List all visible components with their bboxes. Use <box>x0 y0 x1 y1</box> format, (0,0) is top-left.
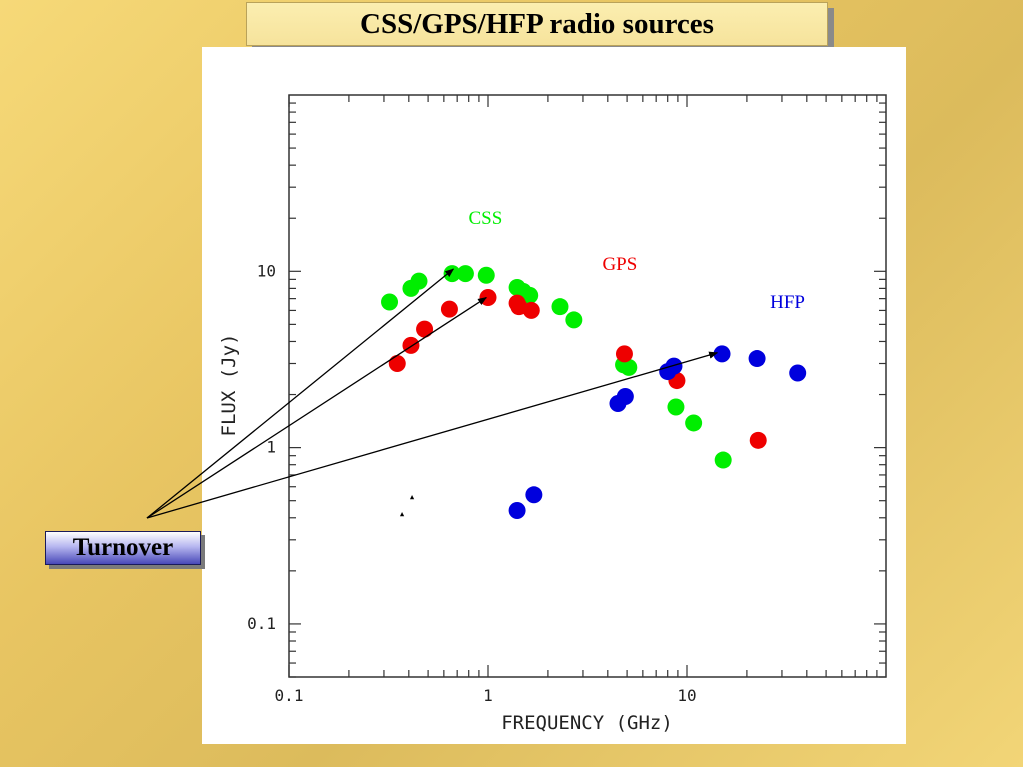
svg-text:▴: ▴ <box>399 507 406 520</box>
series-annotations: CSS GPS HFP <box>468 208 804 313</box>
x-tick-label: 1 <box>483 686 493 705</box>
turnover-arrow <box>146 296 488 519</box>
data-point-css <box>551 298 569 316</box>
data-point-css <box>620 358 638 376</box>
turnover-arrow <box>146 351 719 519</box>
data-point-css <box>477 266 495 284</box>
data-point-hfp <box>713 345 731 363</box>
data-point-gps <box>479 289 497 307</box>
data-point-gps <box>402 336 420 354</box>
turnover-arrows <box>146 268 719 519</box>
data-point-css <box>714 451 732 469</box>
data-point-hfp <box>616 387 634 405</box>
x-axis-label: FREQUENCY (GHz) <box>501 712 673 734</box>
plot-frame <box>288 94 887 678</box>
data-point-hfp <box>665 357 683 375</box>
x-tick-label: 10 <box>677 686 696 705</box>
y-axis-label: FLUX (Jy) <box>218 334 240 437</box>
axes <box>288 94 887 678</box>
data-point-gps <box>749 431 767 449</box>
data-points <box>381 265 807 519</box>
data-point-css <box>521 286 539 304</box>
small-triangle-markers: ▴ ▴ <box>399 490 416 520</box>
y-tick-label: 10 <box>257 261 276 280</box>
data-point-css <box>685 414 703 432</box>
turnover-label: Turnover <box>72 534 174 561</box>
x-tick-label: 0.1 <box>275 686 304 705</box>
data-point-css <box>667 398 685 416</box>
slide-title-box: CSS/GPS/HFP radio sources <box>246 2 828 46</box>
annotation-gps: GPS <box>602 254 637 275</box>
data-point-css <box>381 293 399 311</box>
turnover-callout: Turnover <box>45 531 201 565</box>
data-point-gps <box>416 320 434 338</box>
data-point-css <box>565 311 583 329</box>
annotation-css: CSS <box>468 208 502 229</box>
y-tick-label: 0.1 <box>247 614 276 633</box>
data-point-css <box>410 272 428 290</box>
data-point-css <box>456 265 474 283</box>
data-point-gps <box>440 300 458 318</box>
data-point-hfp <box>508 501 526 519</box>
slide-title: CSS/GPS/HFP radio sources <box>360 7 714 40</box>
turnover-arrow <box>146 268 455 519</box>
annotation-hfp: HFP <box>770 292 805 313</box>
data-point-gps <box>388 354 406 372</box>
y-tick-label: 1 <box>266 438 276 457</box>
tick-labels: 0.1 1 10 0.1 1 10 <box>247 261 697 705</box>
data-point-gps <box>522 301 540 319</box>
plot-panel <box>202 47 906 744</box>
tick-marks <box>288 95 886 678</box>
data-point-hfp <box>525 486 543 504</box>
data-point-hfp <box>748 350 766 368</box>
data-point-hfp <box>789 364 807 382</box>
data-point-gps <box>615 345 633 363</box>
svg-text:▴: ▴ <box>409 490 416 503</box>
